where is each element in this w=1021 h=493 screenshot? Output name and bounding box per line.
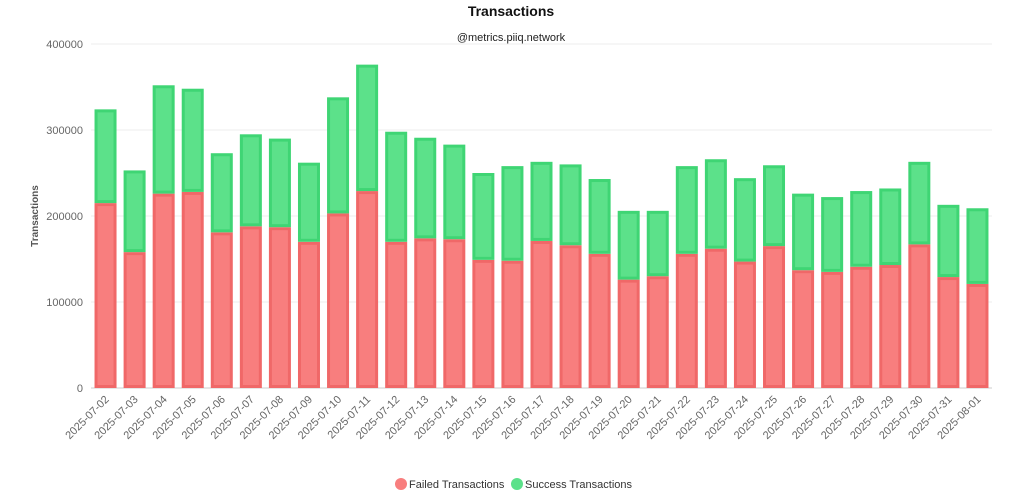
y-tick-label: 400000 (46, 39, 83, 51)
bar-failed-2025-07-25[interactable] (763, 246, 786, 388)
y-axis-label: Transactions (30, 185, 41, 247)
y-tick-label: 0 (77, 383, 83, 395)
y-tick-label: 200000 (46, 211, 83, 223)
bar-failed-2025-07-30[interactable] (908, 244, 931, 388)
bar-success-2025-07-17[interactable] (530, 161, 553, 241)
bar-failed-2025-07-20[interactable] (617, 279, 640, 389)
bar-failed-2025-08-01[interactable] (966, 283, 989, 388)
y-tick-label: 300000 (46, 125, 83, 137)
bar-failed-2025-07-23[interactable] (704, 248, 727, 388)
bar-success-2025-07-07[interactable] (239, 134, 262, 227)
bar-failed-2025-07-19[interactable] (588, 253, 611, 388)
bar-failed-2025-07-05[interactable] (181, 191, 204, 388)
bar-success-2025-07-29[interactable] (879, 188, 902, 266)
bar-failed-2025-07-17[interactable] (530, 240, 553, 388)
bar-failed-2025-07-14[interactable] (443, 239, 466, 388)
bar-success-2025-07-25[interactable] (763, 165, 786, 247)
bar-failed-2025-07-15[interactable] (472, 259, 495, 388)
bar-success-2025-07-27[interactable] (821, 197, 844, 272)
bar-failed-2025-07-03[interactable] (123, 252, 146, 388)
bar-success-2025-07-26[interactable] (792, 193, 815, 271)
bar-success-2025-07-12[interactable] (385, 131, 408, 242)
bar-success-2025-08-01[interactable] (966, 208, 989, 284)
bar-success-2025-07-31[interactable] (937, 204, 960, 278)
bar-success-2025-07-18[interactable] (559, 164, 582, 246)
legend-success[interactable]: Success Transactions (525, 479, 632, 491)
bar-failed-2025-07-31[interactable] (937, 277, 960, 388)
bar-success-2025-07-02[interactable] (94, 109, 117, 204)
bar-success-2025-07-05[interactable] (181, 88, 204, 192)
bar-failed-2025-07-08[interactable] (268, 227, 291, 388)
bar-success-2025-07-14[interactable] (443, 144, 466, 240)
legend-marker-success (511, 478, 523, 490)
bar-success-2025-07-23[interactable] (704, 159, 727, 249)
bar-failed-2025-07-28[interactable] (850, 266, 873, 388)
bar-failed-2025-07-10[interactable] (327, 213, 350, 388)
bar-failed-2025-07-04[interactable] (152, 193, 175, 388)
bar-success-2025-07-06[interactable] (210, 153, 233, 233)
bar-failed-2025-07-11[interactable] (356, 191, 379, 388)
bar-failed-2025-07-12[interactable] (385, 241, 408, 388)
y-tick-label: 100000 (46, 297, 83, 309)
bar-failed-2025-07-27[interactable] (821, 271, 844, 388)
legend: Failed Transactions Success Transactions (395, 478, 632, 491)
bar-failed-2025-07-07[interactable] (239, 226, 262, 388)
bar-success-2025-07-11[interactable] (356, 64, 379, 192)
bar-success-2025-07-21[interactable] (646, 210, 669, 277)
bar-failed-2025-07-02[interactable] (94, 203, 117, 388)
bar-failed-2025-07-16[interactable] (501, 260, 524, 388)
bar-success-2025-07-10[interactable] (327, 97, 350, 214)
legend-failed[interactable]: Failed Transactions (409, 479, 505, 491)
chart-subtitle: @metrics.piiq.network (457, 32, 566, 44)
bar-success-2025-07-04[interactable] (152, 85, 175, 194)
bar-success-2025-07-19[interactable] (588, 179, 611, 254)
bar-failed-2025-07-13[interactable] (414, 238, 437, 388)
bar-failed-2025-07-09[interactable] (297, 241, 320, 388)
bar-success-2025-07-03[interactable] (123, 170, 146, 253)
bar-failed-2025-07-22[interactable] (675, 253, 698, 388)
bar-success-2025-07-22[interactable] (675, 166, 698, 254)
bar-success-2025-07-13[interactable] (414, 137, 437, 239)
bar-failed-2025-07-26[interactable] (792, 270, 815, 388)
bar-failed-2025-07-29[interactable] (879, 265, 902, 388)
bar-success-2025-07-16[interactable] (501, 166, 524, 261)
bar-failed-2025-07-21[interactable] (646, 276, 669, 389)
bar-success-2025-07-20[interactable] (617, 210, 640, 280)
bar-success-2025-07-24[interactable] (733, 178, 756, 262)
chart-title: Transactions (468, 3, 555, 19)
bar-success-2025-07-30[interactable] (908, 161, 931, 245)
bar-success-2025-07-09[interactable] (297, 162, 320, 242)
bar-failed-2025-07-18[interactable] (559, 245, 582, 388)
bar-success-2025-07-15[interactable] (472, 173, 495, 260)
bar-success-2025-07-08[interactable] (268, 138, 291, 228)
legend-marker-failed (395, 478, 407, 490)
bar-success-2025-07-28[interactable] (850, 191, 873, 267)
bar-failed-2025-07-24[interactable] (733, 261, 756, 388)
bar-failed-2025-07-06[interactable] (210, 232, 233, 388)
